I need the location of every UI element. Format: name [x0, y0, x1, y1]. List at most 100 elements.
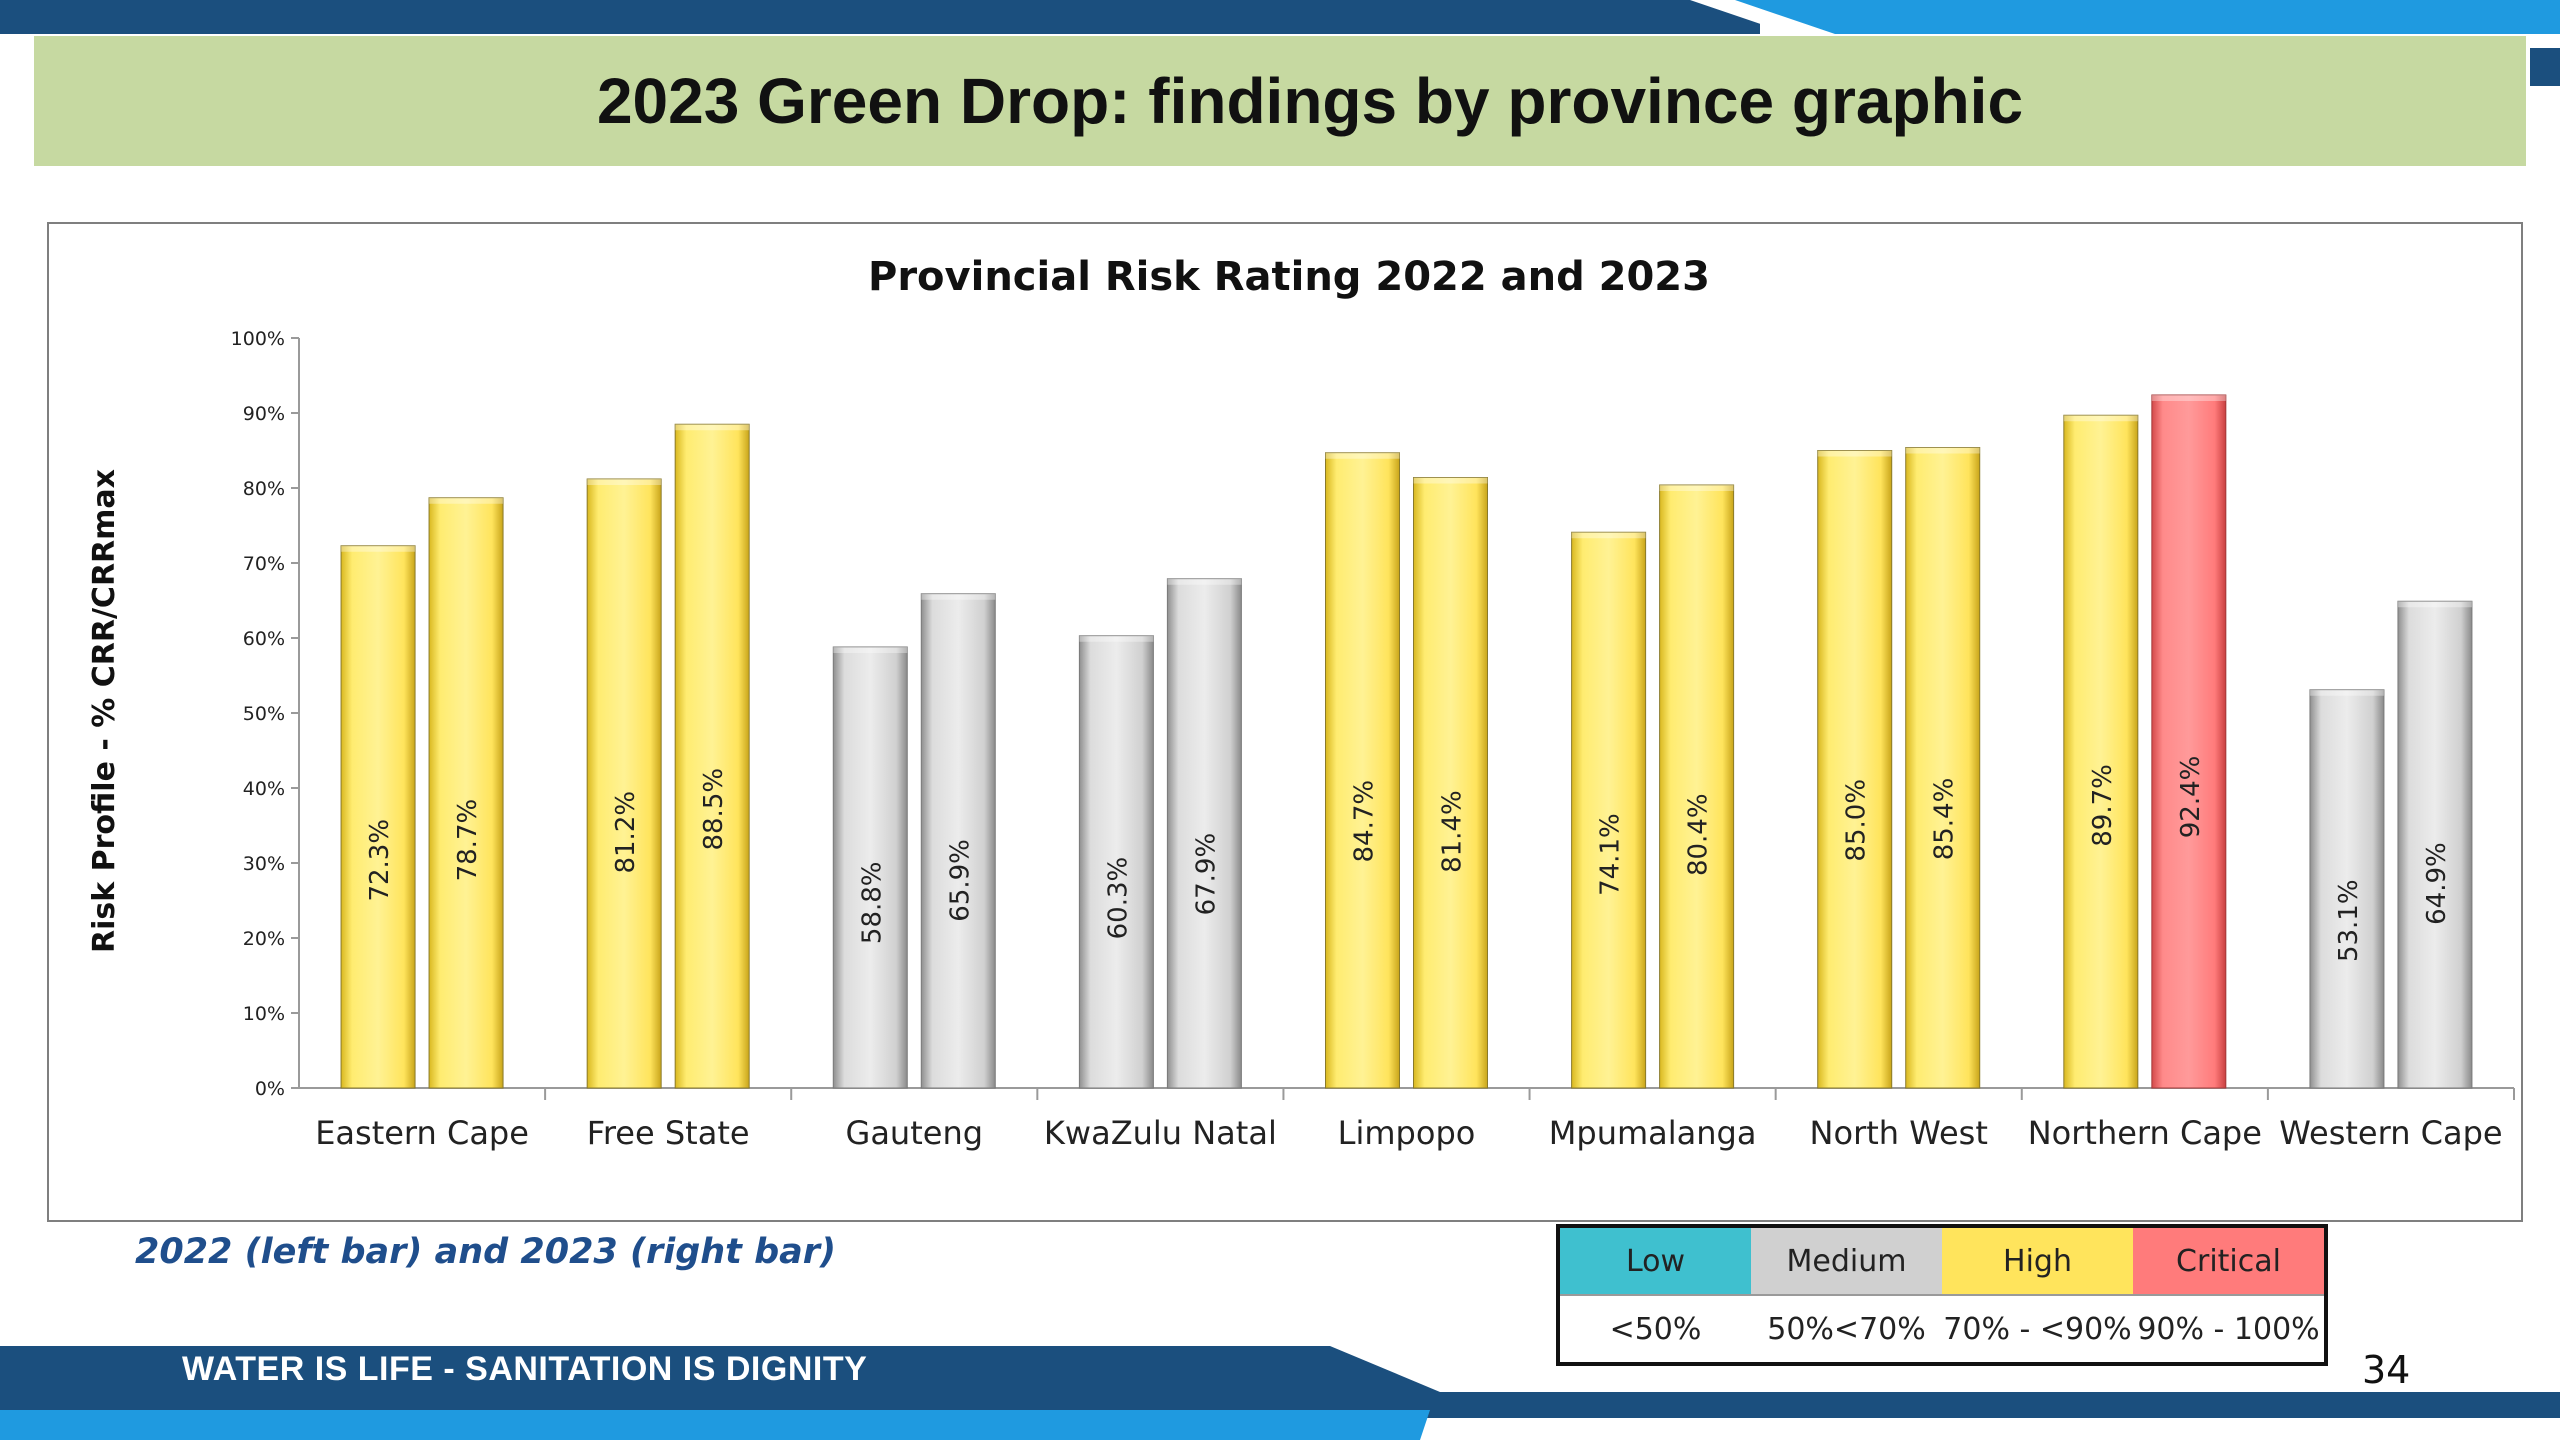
bar-2023 — [2397, 600, 2473, 1089]
slide-title: 2023 Green Drop: findings by province gr… — [596, 65, 2024, 137]
data-label: 92.4% — [2176, 756, 2206, 839]
data-label: 81.2% — [611, 791, 641, 874]
header-blue-band — [1700, 0, 2560, 34]
bars-layer: 72.3% 78.7% 81.2% 88.5% 58.8% 65.9% 60.3% 67.9%… — [340, 394, 2473, 1089]
header-white-swoosh — [1690, 0, 1835, 34]
data-label: 67.9% — [1191, 833, 1221, 916]
bar-cap — [833, 647, 908, 653]
y-tick-label: 20% — [243, 928, 285, 950]
right-edge-navy-tab — [2530, 48, 2560, 86]
footer-white-swoosh — [1330, 1346, 1480, 1392]
y-tick-label: 100% — [231, 328, 285, 350]
y-tick-label: 60% — [243, 628, 285, 650]
bar-2022 — [1817, 450, 1893, 1089]
bar-2022 — [340, 545, 416, 1089]
bar-cap — [2309, 689, 2384, 696]
bar-2023 — [1166, 578, 1242, 1089]
page-number: 34 — [2362, 1348, 2411, 1392]
bar-cap — [2063, 415, 2138, 422]
legend-header-row: Low Medium High Critical — [1560, 1228, 2324, 1296]
x-tick-label: Eastern Cape — [315, 1114, 529, 1152]
data-label: 58.8% — [857, 861, 887, 944]
bar-cap — [1571, 532, 1646, 539]
bar-cap — [587, 479, 662, 485]
header-navy-band — [0, 0, 1760, 34]
bar-cap — [429, 497, 504, 504]
x-tick-label: Western Cape — [2279, 1114, 2502, 1152]
legend-range-1: 50%<70% — [1767, 1311, 1926, 1347]
data-label: 65.9% — [945, 839, 975, 922]
legend-range-row: <50% 50%<70% 70% - <90% 90% - 100% — [1560, 1296, 2324, 1362]
data-label: 84.7% — [1350, 780, 1380, 863]
y-tick-label: 80% — [243, 478, 285, 500]
y-tick-label: 50% — [243, 703, 285, 725]
bar-cap — [1167, 578, 1242, 585]
x-tick-label: Gauteng — [846, 1114, 984, 1152]
y-tick-label: 10% — [243, 1003, 285, 1025]
bar-2022 — [2309, 689, 2385, 1089]
bar-cap — [1817, 450, 1892, 457]
risk-legend-table: Low Medium High Critical <50% 50%<70% 70% - <… — [1556, 1224, 2328, 1366]
y-tick-label: 70% — [243, 553, 285, 575]
bar-2023 — [674, 423, 750, 1089]
bar-2023 — [1659, 484, 1735, 1089]
bar-cap — [1905, 447, 1980, 454]
x-tick-label: Limpopo — [1338, 1114, 1476, 1152]
title-banner: 2023 Green Drop: findings by province gr… — [34, 36, 2526, 166]
data-label: 89.7% — [2088, 764, 2118, 847]
footer-blue-band — [0, 1410, 1430, 1440]
bar-cap — [921, 593, 996, 600]
bar-2023 — [1413, 477, 1488, 1089]
bar-2022 — [1078, 635, 1154, 1089]
data-label: 53.1% — [2334, 879, 2364, 962]
bar-2023 — [2151, 394, 2227, 1089]
legend-header-critical: Critical — [2133, 1228, 2324, 1294]
bar-chart: Provincial Risk Rating 2022 and 2023 Ris… — [87, 254, 2515, 1152]
bar-cap — [1079, 635, 1154, 642]
bar-cap — [675, 424, 750, 431]
data-label: 81.4% — [1438, 790, 1468, 873]
chart-frame: Provincial Risk Rating 2022 and 2023 Ris… — [47, 222, 2523, 1222]
bar-2022 — [1325, 452, 1400, 1089]
y-tick-label: 0% — [255, 1078, 285, 1100]
bar-cap — [341, 545, 416, 552]
data-label: 64.9% — [2422, 842, 2452, 925]
y-tick-label: 90% — [243, 403, 285, 425]
legend-header-high: High — [1942, 1228, 2133, 1294]
data-label: 80.4% — [1684, 793, 1714, 876]
data-label: 60.3% — [1103, 857, 1133, 940]
x-tick-label: Mpumalanga — [1549, 1114, 1757, 1152]
x-tick-label: North West — [1810, 1114, 1988, 1152]
legend-header-medium: Medium — [1751, 1228, 1942, 1294]
legend-range-3: 90% - 100% — [2137, 1311, 2320, 1347]
bar-cap — [2151, 395, 2226, 401]
axes-layer: 0% 10% 20% 30% 40% 50% 60% 70% 80% 90% 100% Eastern… — [231, 328, 2515, 1152]
y-tick-label: 30% — [243, 853, 285, 875]
data-label: 78.7% — [453, 799, 483, 882]
footer-navy-band — [0, 1346, 2560, 1418]
data-label: 72.3% — [365, 819, 395, 902]
data-label: 85.4% — [1930, 778, 1960, 861]
bar-2023 — [920, 593, 996, 1089]
x-tick-label: Northern Cape — [2028, 1114, 2262, 1152]
bar-2022 — [1571, 531, 1647, 1089]
bar-cap — [1325, 452, 1400, 459]
bar-cap — [1659, 485, 1734, 491]
y-axis-label: Risk Profile - % CRR/CRRmax — [87, 469, 122, 953]
bar-2023 — [1905, 447, 1981, 1089]
data-label: 88.5% — [699, 768, 729, 851]
bar-2023 — [428, 497, 504, 1089]
legend-range-0: <50% — [1609, 1311, 1702, 1347]
chart-title: Provincial Risk Rating 2022 and 2023 — [868, 254, 1710, 300]
footer-slogan: WATER IS LIFE - SANITATION IS DIGNITY — [182, 1350, 868, 1388]
bar-2022 — [586, 478, 662, 1089]
bar-2022 — [2063, 414, 2139, 1089]
x-tick-label: Free State — [587, 1114, 750, 1152]
series-caption: 2022 (left bar) and 2023 (right bar) — [135, 1232, 837, 1272]
bar-cap — [2397, 601, 2472, 608]
bar-cap — [1413, 477, 1488, 484]
x-tick-label: KwaZulu Natal — [1044, 1114, 1277, 1152]
y-tick-label: 40% — [243, 778, 285, 800]
